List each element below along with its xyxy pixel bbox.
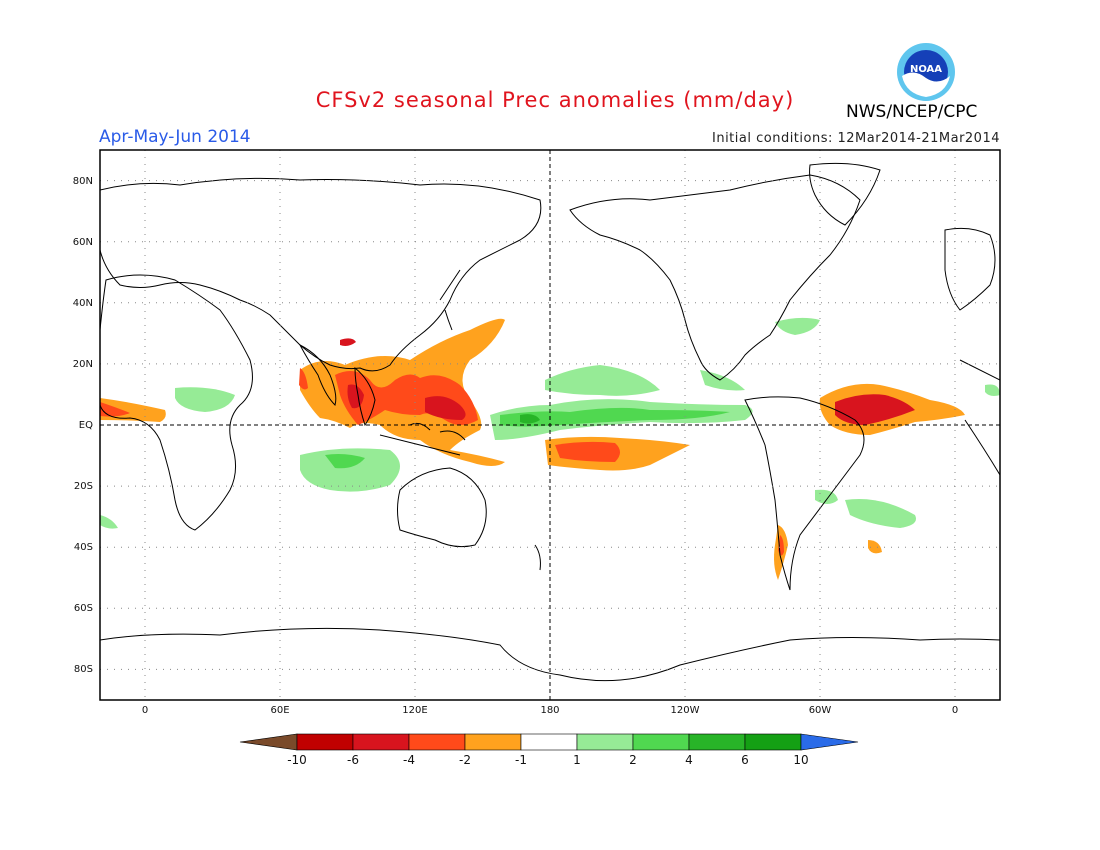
map-title: CFSv2 seasonal Prec anomalies (mm/day) (315, 88, 795, 112)
colorbar-label: -1 (515, 753, 527, 767)
wet-anomaly-south-america (815, 489, 838, 504)
colorbar-swatch (688, 733, 746, 751)
map-frame (99, 149, 1001, 701)
lon-tick-label: 180 (540, 705, 559, 716)
colorbar-swatch (464, 733, 522, 751)
coastline-africa (100, 274, 253, 531)
colorbar-label: 6 (741, 753, 749, 767)
initial-conditions-label: Initial conditions: 12Mar2014-21Mar2014 (712, 131, 1000, 146)
coastlines (100, 162, 1000, 682)
dry-anomaly-south-atlantic-small (868, 540, 882, 554)
coastline-southeast-asia (354, 366, 376, 427)
wet-anomaly-east-atlantic (985, 384, 1000, 396)
lon-tick-label: 120W (671, 705, 700, 716)
noaa-logo-icon: NOAA (897, 43, 955, 101)
coastline-north-america (569, 174, 861, 381)
noaa-logo-text: NOAA (910, 64, 942, 75)
dry-anomaly-small-india (340, 338, 356, 346)
lat-tick-label: 80N (73, 176, 93, 187)
coastline-australia (397, 467, 487, 548)
coastline-japan (439, 269, 461, 331)
colorbar: -10 -6 -4 -2 -1 1 2 4 6 10 (239, 733, 859, 767)
colorbar-label: 4 (685, 753, 693, 767)
colorbar-swatch (520, 733, 578, 751)
lon-tick-label: 60W (809, 705, 832, 716)
lon-tick-label: 0 (142, 705, 148, 716)
moderate-wet-anomaly-equatorial-pacific (500, 407, 730, 427)
lat-tick-label: EQ (79, 420, 93, 431)
colorbar-swatch (744, 733, 802, 751)
lat-tick-label: 20N (73, 359, 93, 370)
colorbar-swatch (408, 733, 466, 751)
strong-dry-anomaly-bay-bengal (347, 384, 364, 409)
agency-label: NWS/NCEP/CPC (846, 102, 978, 122)
coastline-africa-east-edge (959, 359, 1000, 476)
colorbar-label: 10 (793, 753, 808, 767)
strong-dry-anomaly-tropical-atlantic (835, 394, 915, 425)
lon-tick-label: 60E (270, 705, 289, 716)
strong-dry-anomaly-philippines (425, 396, 466, 420)
lat-tick-label: 20S (74, 481, 93, 492)
strong-dry-anomaly-gulf-of-guinea (100, 402, 130, 417)
coastline-india (298, 343, 337, 406)
strong-wet-anomaly-pacific (520, 414, 540, 424)
wet-anomaly-west-africa-coast (100, 515, 118, 529)
moderate-wet-anomaly-south-indian-ocean (325, 454, 365, 469)
coastline-antarctica (100, 627, 1000, 682)
lat-tick-label: 60N (73, 237, 93, 248)
colorbar-label: -4 (403, 753, 415, 767)
colorbar-label: -6 (347, 753, 359, 767)
colorbar-label: -10 (287, 753, 307, 767)
lat-tick-label: 60S (74, 603, 93, 614)
wet-anomaly-south-indian-ocean (300, 448, 400, 492)
colorbar-label: 1 (573, 753, 581, 767)
lon-tick-label: 0 (952, 705, 958, 716)
wet-anomaly-africa (175, 387, 235, 412)
latitude-axis: 80N 60N 40N 20N EQ 20S 40S 60S 80S (73, 176, 93, 675)
colorbar-swatch (576, 733, 634, 751)
colorbar-label: -2 (459, 753, 471, 767)
coastline-greenland (809, 162, 881, 226)
lat-tick-label: 40N (73, 298, 93, 309)
colorbar-high-arrow (800, 733, 859, 751)
lon-tick-label: 120E (402, 705, 427, 716)
season-label: Apr-May-Jun 2014 (99, 127, 251, 147)
lat-tick-label: 80S (74, 664, 93, 675)
coastline-south-america (744, 396, 865, 591)
colorbar-label: 2 (629, 753, 637, 767)
colorbar-swatch (632, 733, 690, 751)
colorbar-swatch (296, 733, 354, 751)
lat-tick-label: 40S (74, 542, 93, 553)
dry-anomaly-arabian-sea (299, 368, 308, 390)
coastline-europe-west (944, 227, 996, 311)
wet-anomaly-north-pacific (545, 365, 660, 396)
coastline-indonesia (379, 422, 466, 456)
colorbar-swatch (352, 733, 410, 751)
coastline-new-zealand (534, 544, 541, 571)
coastline-eurasia (100, 177, 542, 372)
anomaly-fields (100, 317, 1000, 580)
strong-dry-anomaly-south-central-pacific (555, 441, 620, 462)
graticule (100, 150, 1000, 700)
wet-anomaly-south-atlantic (845, 499, 916, 528)
colorbar-low-arrow (239, 733, 298, 751)
wet-anomaly-caribbean (700, 370, 745, 391)
longitude-axis: 0 60E 120E 180 120W 60W 0 (142, 705, 958, 716)
wet-anomaly-east-us (775, 317, 820, 335)
